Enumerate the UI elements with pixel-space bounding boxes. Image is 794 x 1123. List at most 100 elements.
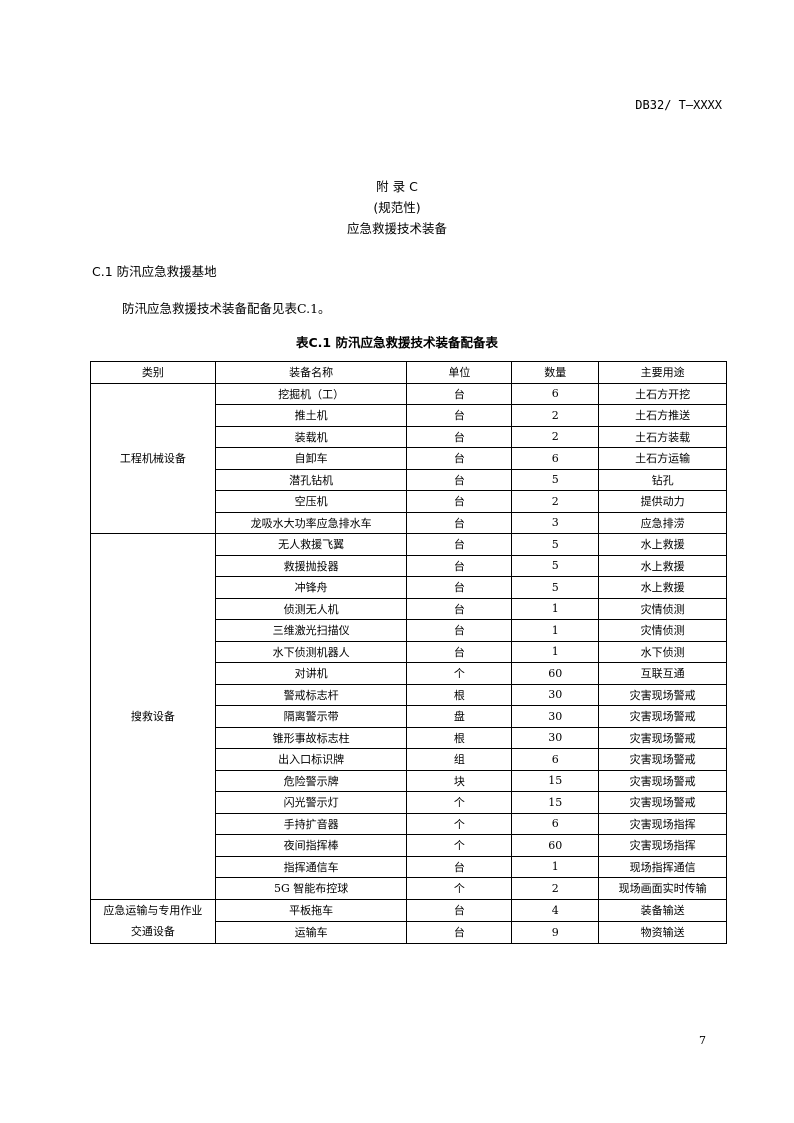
page-number: 7 xyxy=(699,1034,706,1047)
equipment-name-cell: 夜间指挥棒 xyxy=(214,834,408,857)
purpose-cell: 装备输送 xyxy=(598,898,727,922)
quantity-cell: 15 xyxy=(511,769,600,792)
document-id: DB32/ T—XXXX xyxy=(635,98,722,112)
unit-cell: 台 xyxy=(406,920,513,944)
category-line: 应急运输与专用作业 xyxy=(103,903,203,917)
equipment-name-cell: 推土机 xyxy=(214,404,408,427)
unit-cell: 块 xyxy=(406,769,513,792)
table-row: 侦测无人机台 1 灾情侦测 xyxy=(91,597,727,620)
purpose-cell: 现场指挥通信 xyxy=(598,855,727,878)
equipment-name-cell: 5G 智能布控球 xyxy=(214,877,408,900)
unit-cell: 台 xyxy=(406,468,513,491)
equipment-name-cell: 三维激光扫描仪 xyxy=(214,619,408,642)
quantity-cell: 30 xyxy=(511,705,600,728)
quantity-cell: 6 xyxy=(511,748,600,771)
unit-cell: 个 xyxy=(406,662,513,685)
equipment-name-cell: 自卸车 xyxy=(214,447,408,470)
unit-cell: 台 xyxy=(406,597,513,620)
table-row: 水下侦测机器人台 1 水下侦测 xyxy=(91,640,727,663)
unit-cell: 台 xyxy=(406,554,513,577)
column-header: 数量 xyxy=(511,361,600,384)
table-row: 推土机台 2 土石方推送 xyxy=(91,404,727,427)
unit-cell: 根 xyxy=(406,683,513,706)
quantity-cell: 5 xyxy=(511,468,600,491)
purpose-cell: 现场画面实时传输 xyxy=(598,877,727,900)
equipment-name-cell: 无人救援飞翼 xyxy=(214,533,408,556)
purpose-cell: 提供动力 xyxy=(598,490,727,513)
column-header: 装备名称 xyxy=(214,361,408,384)
purpose-cell: 水上救援 xyxy=(598,554,727,577)
equipment-name-cell: 空压机 xyxy=(214,490,408,513)
appendix-title: 附 录 C xyxy=(376,179,418,194)
unit-cell: 台 xyxy=(406,404,513,427)
purpose-cell: 灾害现场指挥 xyxy=(598,812,727,835)
equipment-name-cell: 危险警示牌 xyxy=(214,769,408,792)
equipment-name-cell: 装载机 xyxy=(214,425,408,448)
purpose-cell: 土石方运输 xyxy=(598,447,727,470)
table-row: 锥形事故标志柱根 30 灾害现场警戒 xyxy=(91,726,727,749)
table-row: 三维激光扫描仪台 1 灾情侦测 xyxy=(91,619,727,642)
unit-cell: 个 xyxy=(406,812,513,835)
table-row: 对讲机个 60 互联互通 xyxy=(91,662,727,685)
unit-cell: 盘 xyxy=(406,705,513,728)
column-header: 主要用途 xyxy=(598,361,727,384)
unit-cell: 台 xyxy=(406,898,513,922)
unit-cell: 台 xyxy=(406,490,513,513)
table-row: 搜救设备 无人救援飞翼台 5 水上救援 xyxy=(90,533,727,900)
equipment-name-cell: 隔离警示带 xyxy=(214,705,408,728)
equipment-name-cell: 冲锋舟 xyxy=(214,576,408,599)
purpose-cell: 灾害现场警戒 xyxy=(598,748,727,771)
table-row: 空压机台 2 提供动力 xyxy=(91,490,727,513)
quantity-cell: 9 xyxy=(511,920,600,944)
quantity-cell: 2 xyxy=(511,425,600,448)
table-row: 龙吸水大功率应急排水车台 3 应急排涝 xyxy=(91,511,727,534)
purpose-cell: 灾情侦测 xyxy=(598,597,727,620)
quantity-cell: 6 xyxy=(511,447,600,470)
section-paragraph: 防汛应急救援技术装备配备见表C.1。 xyxy=(122,301,331,316)
quantity-cell: 3 xyxy=(511,511,600,534)
quantity-cell: 15 xyxy=(511,791,600,814)
equipment-name-cell: 挖掘机（工） xyxy=(214,382,408,405)
category-cell: 工程机械设备 xyxy=(90,382,216,534)
purpose-cell: 水上救援 xyxy=(598,533,727,556)
unit-cell: 根 xyxy=(406,726,513,749)
table-row: 工程机械设备 挖掘机（工）台 6 土石方开挖 xyxy=(90,382,727,534)
purpose-cell: 土石方开挖 xyxy=(598,382,727,405)
quantity-cell: 1 xyxy=(511,619,600,642)
table-row: 指挥通信车台 1 现场指挥通信 xyxy=(91,855,727,878)
table-row: 运输车台 9 物资输送 xyxy=(91,920,727,944)
quantity-cell: 2 xyxy=(511,404,600,427)
unit-cell: 台 xyxy=(406,576,513,599)
equipment-name-cell: 手持扩音器 xyxy=(214,812,408,835)
section-heading: C.1 防汛应急救援基地 xyxy=(92,264,217,279)
category-line: 交通设备 xyxy=(130,925,175,938)
quantity-cell: 30 xyxy=(511,683,600,706)
equipment-name-cell: 水下侦测机器人 xyxy=(214,640,408,663)
purpose-cell: 物资输送 xyxy=(598,920,727,944)
quantity-cell: 5 xyxy=(511,576,600,599)
quantity-cell: 60 xyxy=(511,834,600,857)
unit-cell: 个 xyxy=(406,834,513,857)
equipment-name-cell: 潜孔钻机 xyxy=(214,468,408,491)
equipment-name-cell: 运输车 xyxy=(214,920,408,944)
unit-cell: 台 xyxy=(406,447,513,470)
quantity-cell: 60 xyxy=(511,662,600,685)
equipment-name-cell: 救援抛投器 xyxy=(214,554,408,577)
equipment-name-cell: 龙吸水大功率应急排水车 xyxy=(214,511,408,534)
table-row: 冲锋舟台 5 水上救援 xyxy=(91,576,727,599)
quantity-cell: 1 xyxy=(511,640,600,663)
unit-cell: 组 xyxy=(406,748,513,771)
category-cell: 应急运输与专用作业 交通设备 xyxy=(90,898,216,944)
purpose-cell: 水上救援 xyxy=(598,576,727,599)
quantity-cell: 30 xyxy=(511,726,600,749)
column-header: 类别 xyxy=(90,361,216,384)
unit-cell: 台 xyxy=(406,533,513,556)
purpose-cell: 水下侦测 xyxy=(598,640,727,663)
table-row: 装载机台 2 土石方装载 xyxy=(91,425,727,448)
quantity-cell: 5 xyxy=(511,554,600,577)
quantity-cell: 4 xyxy=(511,898,600,922)
quantity-cell: 1 xyxy=(511,597,600,620)
purpose-cell: 灾害现场警戒 xyxy=(598,705,727,728)
unit-cell: 个 xyxy=(406,791,513,814)
